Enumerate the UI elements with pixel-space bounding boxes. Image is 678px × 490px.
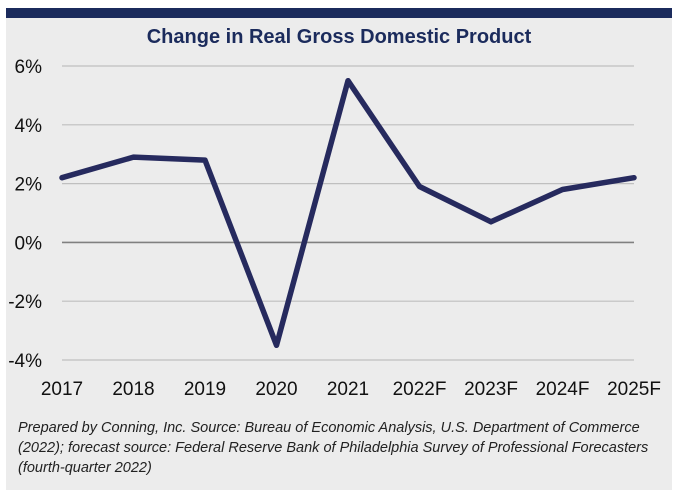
y-tick-label: 0% <box>15 233 43 254</box>
x-tick-label: 2023F <box>464 379 518 400</box>
x-tick-label: 2022F <box>393 379 447 400</box>
data-point <box>417 184 422 190</box>
data-point <box>131 154 136 160</box>
chart-panel <box>6 18 672 490</box>
y-tick-label: -4% <box>8 351 42 372</box>
data-point <box>560 186 565 192</box>
x-tick-label: 2021 <box>327 379 369 400</box>
x-tick-label: 2018 <box>112 379 154 400</box>
data-point <box>345 78 351 84</box>
x-tick-label: 2017 <box>41 379 83 400</box>
header-bar <box>6 8 672 18</box>
data-point <box>202 157 208 163</box>
chart-title: Change in Real Gross Domestic Product <box>146 26 532 48</box>
series-line <box>59 77 637 349</box>
y-tick-label: -2% <box>8 292 42 313</box>
data-point <box>631 175 637 181</box>
data-point <box>274 342 279 348</box>
data-point <box>488 219 494 225</box>
x-tick-label: 2024F <box>536 379 590 400</box>
y-tick-label: 6% <box>15 57 43 78</box>
x-tick-label: 2025F <box>607 379 661 400</box>
x-tick-label: 2020 <box>255 379 297 400</box>
y-tick-label: 2% <box>15 175 43 196</box>
data-point <box>59 175 65 181</box>
x-tick-label: 2019 <box>184 379 226 400</box>
y-tick-label: 4% <box>15 116 43 137</box>
source-footnote: Prepared by Conning, Inc. Source: Bureau… <box>18 420 649 476</box>
